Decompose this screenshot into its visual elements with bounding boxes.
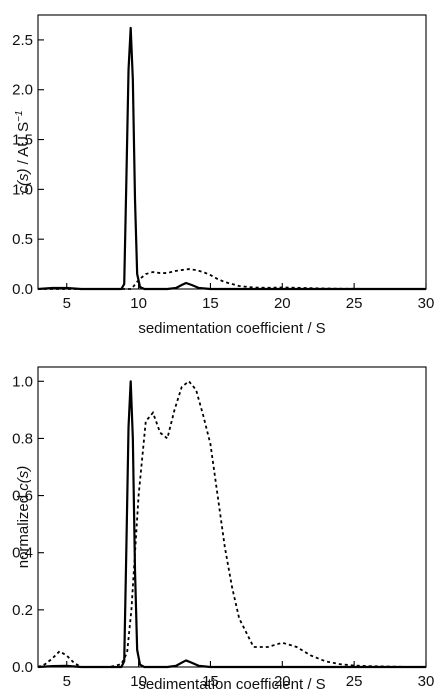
x-tick-label: 10 xyxy=(130,295,147,312)
y-tick-label: 1.0 xyxy=(12,373,33,390)
plot-frame xyxy=(37,366,427,668)
y-tick-label: 0.2 xyxy=(12,602,33,619)
y-tick-label: 1.5 xyxy=(12,132,33,149)
y-tick-label: 2.0 xyxy=(12,82,33,99)
tick-group: 5 10 15 20 25 30 0.0 0.5 1.0 1.5 2.0 2.5 xyxy=(12,32,434,312)
x-tick-label: 30 xyxy=(418,295,435,312)
x-tick-label: 15 xyxy=(202,295,219,312)
x-tick-label: 20 xyxy=(274,673,291,690)
x-tick-label: 25 xyxy=(346,673,363,690)
x-tick-label: 5 xyxy=(63,673,71,690)
y-axis-label: normalized c(s) xyxy=(15,466,32,569)
x-tick-label: 5 xyxy=(63,295,71,312)
y-tick-label: 0.8 xyxy=(12,430,33,447)
x-axis-label: sedimentation coefficient / S xyxy=(138,320,325,337)
plot-frame xyxy=(37,14,427,290)
y-tick-label: 0.0 xyxy=(12,659,33,676)
y-axis-label: c(s) / AU S−1 xyxy=(14,110,32,193)
chart-bottom: 5 10 15 20 25 30 0.0 0.2 0.4 0.6 0.8 1.0 sedimentat… xyxy=(12,366,434,693)
tick-group: 5 10 15 20 25 30 0.0 0.2 0.4 0.6 0.8 1.0 xyxy=(12,373,434,690)
y-tick-label: 1.0 xyxy=(12,181,33,198)
x-tick-label: 15 xyxy=(202,673,219,690)
x-tick-label: 30 xyxy=(418,673,435,690)
series-line-solid xyxy=(37,26,426,291)
series-layer xyxy=(37,26,426,291)
x-axis-label: sedimentation coefficient / S xyxy=(138,676,325,693)
series-layer xyxy=(37,380,426,669)
x-tick-label: 25 xyxy=(346,295,363,312)
y-tick-label: 0.4 xyxy=(12,545,33,562)
chart-top: 5 10 15 20 25 30 0.0 0.5 1.0 1.5 2.0 2.5 sedimentat… xyxy=(12,14,434,337)
series-line-dotted xyxy=(38,268,426,290)
y-tick-label: 0.6 xyxy=(12,488,33,505)
series-line-solid xyxy=(37,380,426,669)
x-tick-label: 10 xyxy=(130,673,147,690)
y-tick-label: 0.5 xyxy=(12,231,33,248)
y-tick-label: 2.5 xyxy=(12,32,33,49)
series-line-dotted xyxy=(37,380,426,668)
x-tick-label: 20 xyxy=(274,295,291,312)
y-tick-label: 0.0 xyxy=(12,281,33,298)
